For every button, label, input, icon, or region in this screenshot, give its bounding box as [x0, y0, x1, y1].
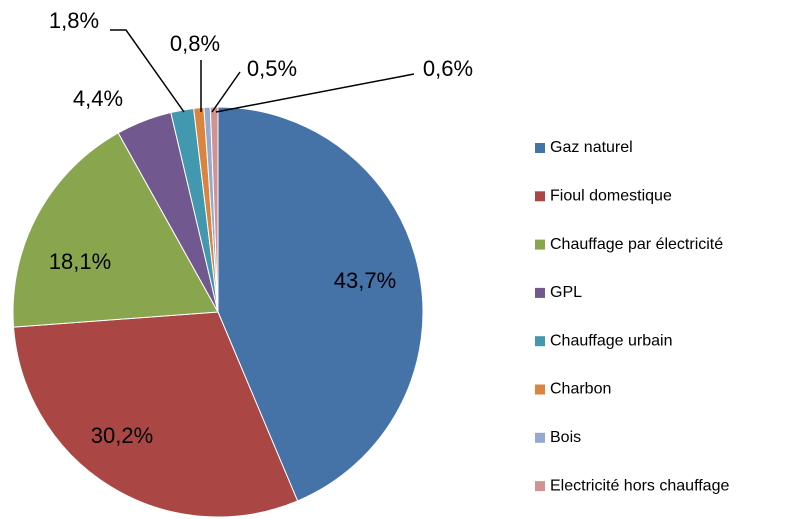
legend-label: Chauffage par électricité	[550, 236, 723, 253]
legend-swatch	[535, 239, 545, 250]
data-label: 30,2%	[91, 423, 153, 448]
legend-swatch	[535, 143, 545, 153]
legend-label: Gaz naturel	[550, 139, 633, 156]
pie-slice	[12, 132, 219, 328]
data-label: 4,4%	[73, 86, 123, 111]
data-label: 0,6%	[423, 56, 473, 81]
legend-swatch	[535, 287, 545, 298]
legend-label: Bois	[550, 429, 581, 446]
legend-swatch	[535, 481, 545, 492]
data-label: 43,7%	[334, 268, 396, 293]
legend-swatch	[535, 191, 545, 202]
legend-label: Fioul domestique	[550, 188, 672, 205]
pie-slice	[13, 311, 299, 518]
leader-line	[110, 29, 185, 113]
legend-swatch	[535, 384, 545, 395]
data-label: 0,5%	[247, 56, 297, 81]
legend-label: GPL	[550, 284, 582, 301]
leader-line	[211, 71, 241, 113]
data-label: 1,8%	[49, 8, 99, 33]
pie-slice	[209, 106, 219, 313]
legend-label: Electricité hors chauffage	[550, 477, 729, 494]
legend-label: Chauffage urbain	[550, 332, 672, 349]
legend-label: Charbon	[550, 381, 611, 398]
legend-swatch	[535, 336, 545, 347]
legend-swatch	[535, 432, 545, 443]
data-label: 18,1%	[49, 249, 111, 274]
pie-slice	[217, 106, 424, 502]
leader-line	[215, 73, 415, 113]
data-label: 0,8%	[170, 31, 220, 56]
